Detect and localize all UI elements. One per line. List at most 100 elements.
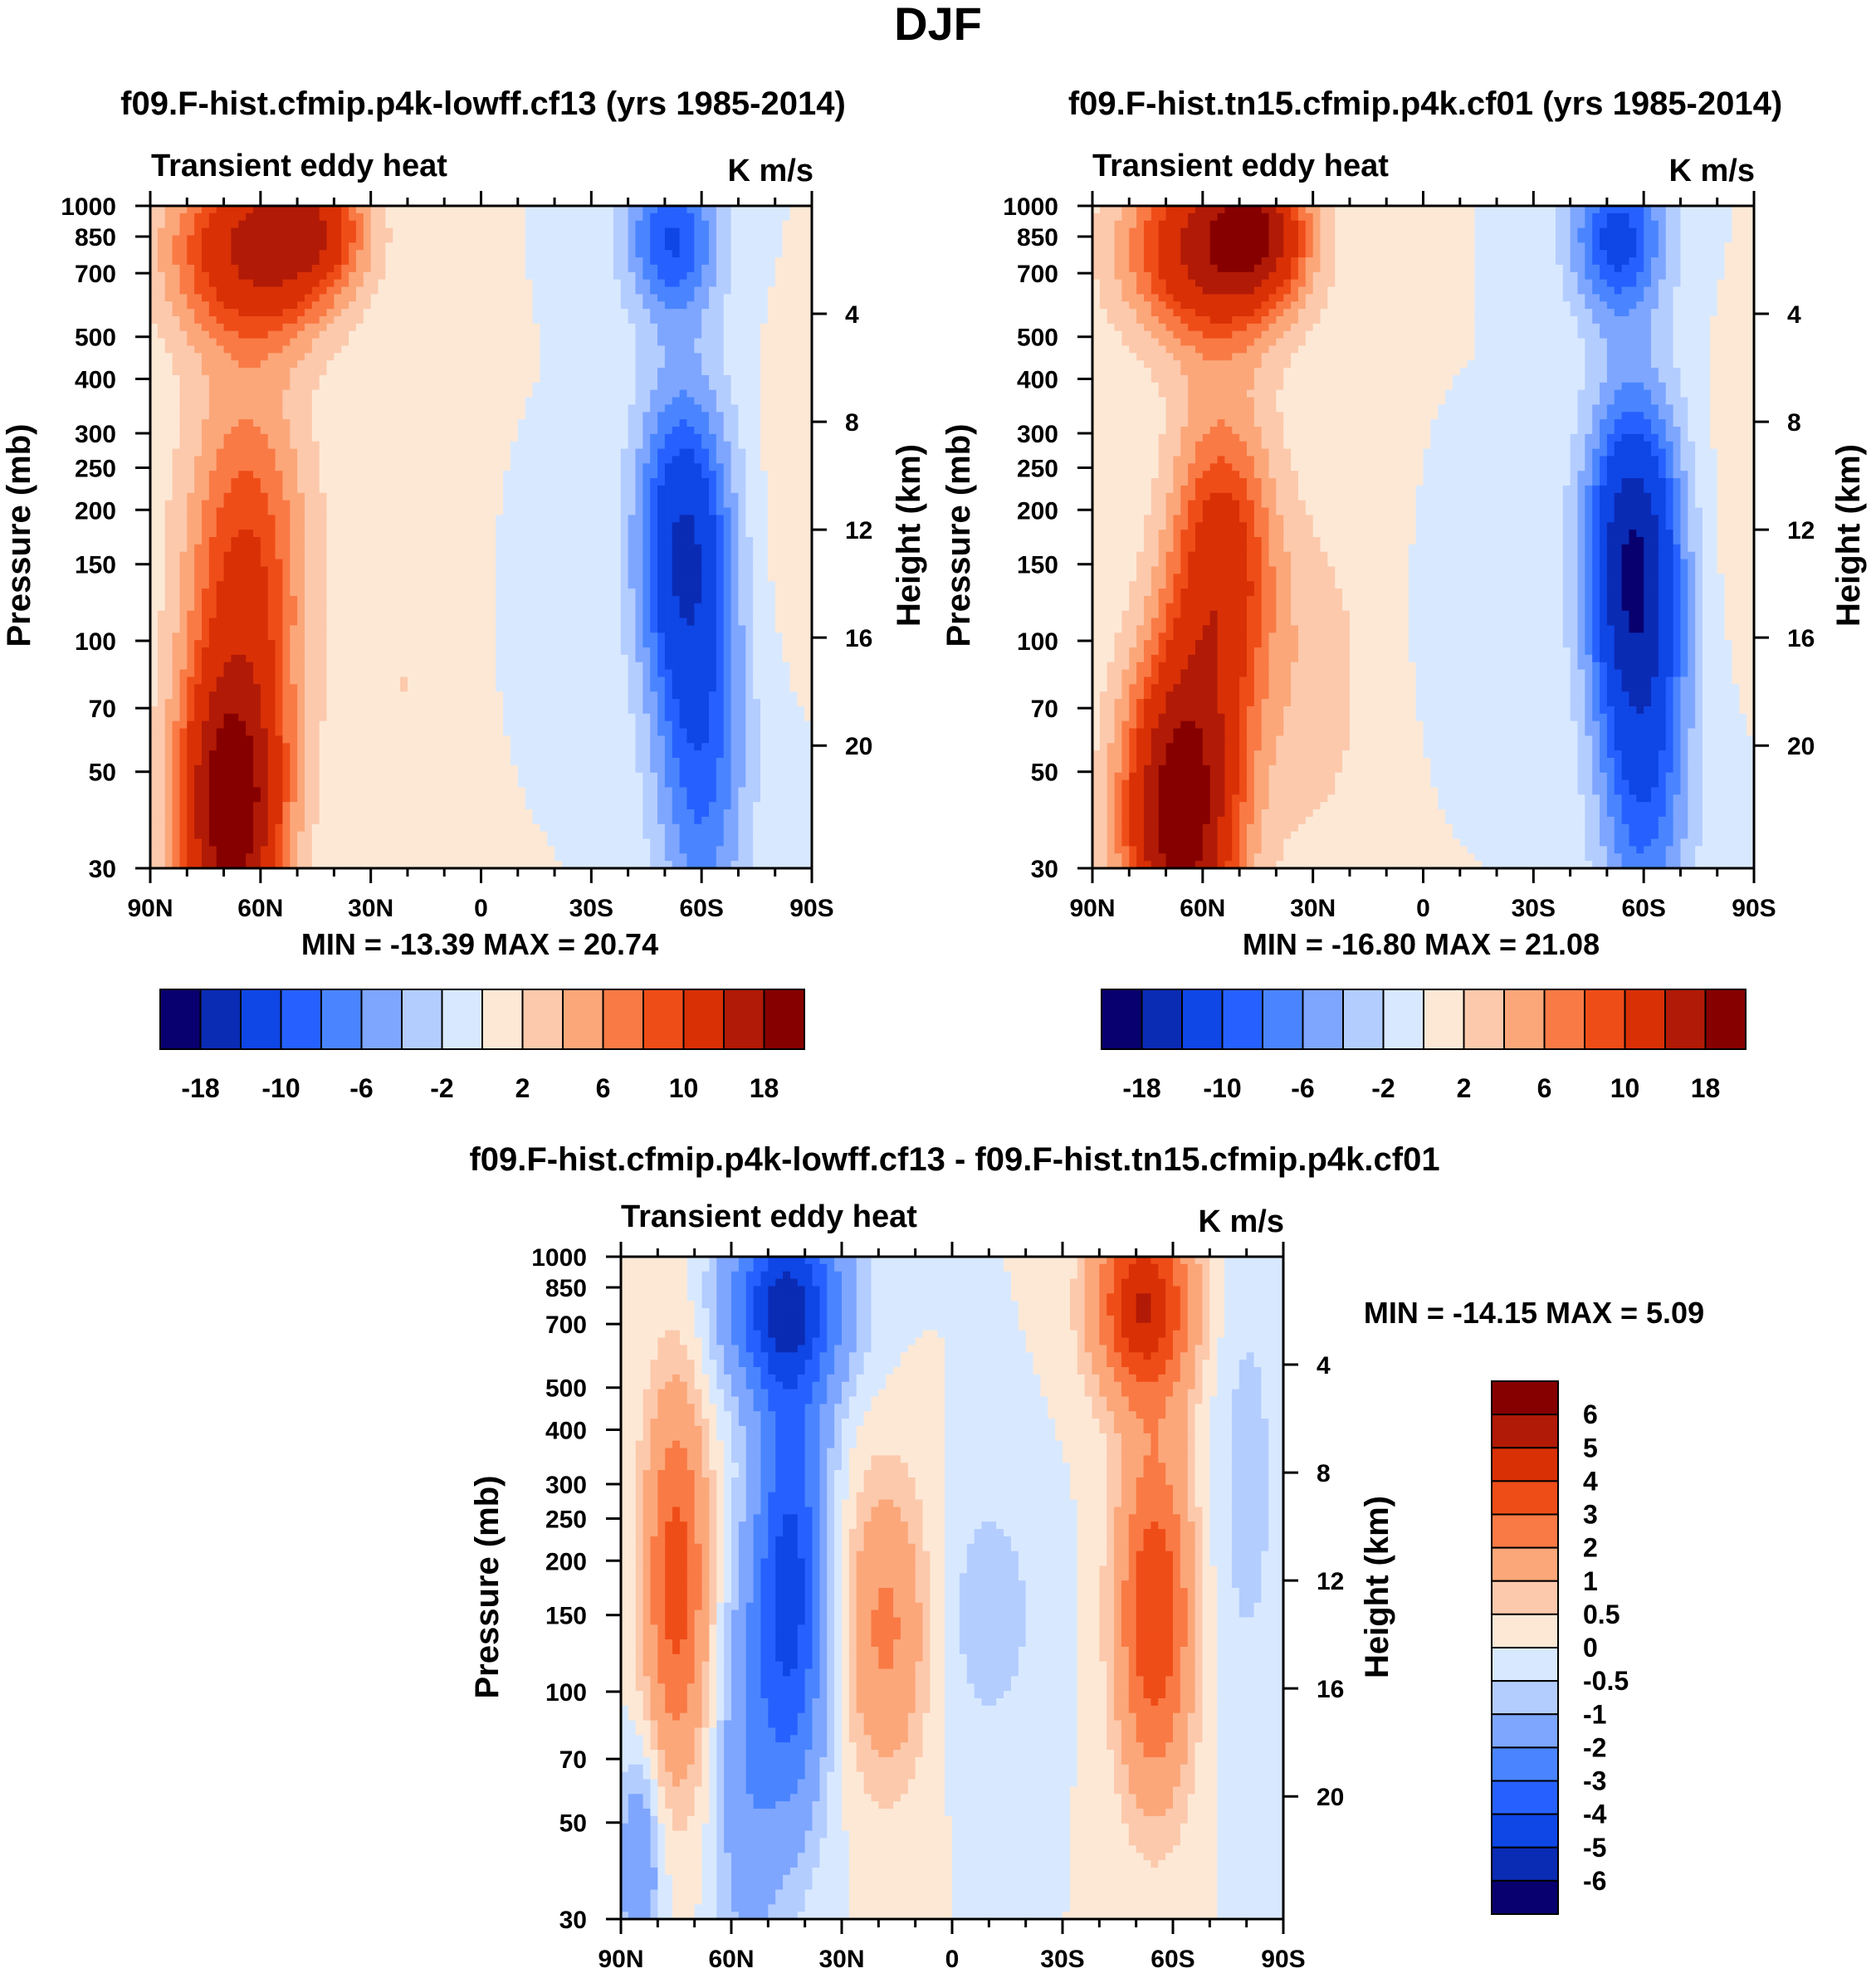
field-cell [511, 294, 518, 301]
field-cell [430, 301, 437, 309]
field-cell [467, 309, 474, 316]
field-cell [724, 280, 731, 287]
field-cell [415, 309, 423, 316]
field-cell [261, 301, 268, 309]
field-cell [290, 294, 297, 301]
field-cell [496, 235, 503, 242]
field-cell [297, 287, 305, 295]
field-cell [672, 235, 680, 242]
field-cell [738, 280, 745, 287]
field-cell [613, 250, 621, 257]
field-cell [385, 250, 393, 257]
field-cell [334, 280, 341, 287]
field-cell [709, 294, 716, 301]
field-cell [518, 221, 525, 228]
field-cell [415, 294, 423, 301]
field-cell [444, 301, 452, 309]
field-cell [789, 221, 797, 228]
field-cell [320, 287, 327, 295]
field-cell [400, 287, 408, 295]
field-cell [408, 235, 415, 242]
field-cell [187, 257, 194, 265]
field-cell [276, 221, 283, 228]
field-cell [452, 301, 459, 309]
field-cell [525, 309, 533, 316]
field-cell [716, 257, 724, 265]
field-cell [179, 309, 187, 316]
field-cell [444, 221, 452, 228]
field-cell [547, 250, 554, 257]
field-cell [437, 250, 444, 257]
field-cell [709, 287, 716, 295]
field-cell [408, 221, 415, 228]
field-cell [621, 265, 628, 272]
field-cell [745, 228, 753, 236]
field-cell [731, 228, 739, 236]
field-cell [320, 235, 327, 242]
field-cell [202, 316, 209, 324]
field-cell [621, 309, 628, 316]
field-cell [665, 287, 672, 295]
field-cell [297, 235, 305, 242]
field-cell [797, 272, 804, 280]
field-cell [231, 272, 238, 280]
field-cell [672, 272, 680, 280]
field-cell [400, 257, 408, 265]
field-cell [518, 280, 525, 287]
field-cell [253, 280, 261, 287]
field-cell [518, 213, 525, 221]
field-cell [554, 287, 562, 295]
field-cell [694, 301, 701, 309]
field-cell [385, 228, 393, 236]
field-cell [686, 265, 694, 272]
field-cell [415, 235, 423, 242]
field-cell [716, 228, 724, 236]
field-cell [187, 235, 194, 242]
field-cell [217, 287, 224, 295]
field-cell [738, 213, 745, 221]
field-cell [584, 221, 591, 228]
field-cell [356, 280, 364, 287]
field-cell [379, 280, 386, 287]
field-cell [532, 287, 540, 295]
field-cell [540, 280, 547, 287]
field-cell [775, 280, 783, 287]
field-cell [760, 250, 768, 257]
field-cell [511, 265, 518, 272]
field-cell [642, 221, 650, 228]
field-cell [650, 242, 657, 250]
field-cell [364, 280, 371, 287]
field-cell [768, 221, 775, 228]
field-cell [246, 301, 253, 309]
field-cell [400, 221, 408, 228]
field-cell [320, 309, 327, 316]
field-cell [680, 272, 687, 280]
field-cell [217, 250, 224, 257]
field-cell [665, 301, 672, 309]
field-cell [686, 228, 694, 236]
field-cell [165, 294, 173, 301]
field-cell [238, 280, 246, 287]
field-cell [783, 265, 790, 272]
field-cell [238, 250, 246, 257]
field-cell [488, 301, 496, 309]
field-cell [481, 213, 489, 221]
field-cell [341, 287, 349, 295]
field-cell [488, 316, 496, 324]
field-cell [783, 221, 790, 228]
field-cell [694, 294, 701, 301]
field-cell [613, 221, 621, 228]
field-cell [444, 309, 452, 316]
field-cell [724, 265, 731, 272]
field-cell [628, 228, 636, 236]
field-cell [503, 287, 511, 295]
field-cell [379, 301, 386, 309]
field-cell [569, 280, 577, 287]
field-cell [349, 309, 356, 316]
field-cell [635, 265, 642, 272]
field-cell [194, 287, 202, 295]
field-cell [731, 287, 739, 295]
field-cell [364, 235, 371, 242]
field-cell [261, 316, 268, 324]
field-cell [680, 301, 687, 309]
